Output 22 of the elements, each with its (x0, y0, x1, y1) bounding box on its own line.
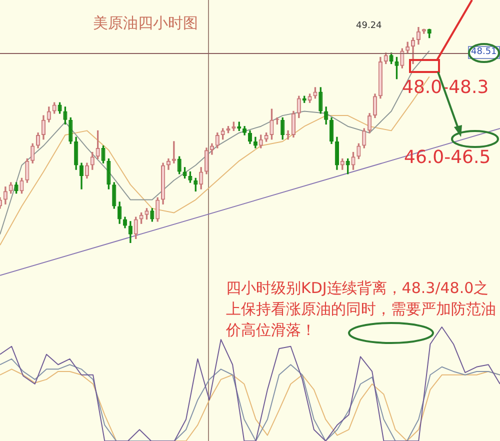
annotation: 48.51 (468, 46, 500, 59)
candlestick (264, 132, 268, 142)
candlestick (308, 94, 312, 103)
annotation: 46.0-46.5 (404, 147, 491, 168)
candlestick (313, 87, 318, 99)
candlestick (63, 106, 68, 125)
annotation: 四小时级别KDJ连续背离，48.3/48.0之上保持看涨原油的同时，需要严加防范油价高位滑落！ (226, 278, 497, 341)
candlestick (144, 208, 149, 220)
candlestick (101, 145, 106, 164)
candlestick (20, 178, 24, 194)
candlestick (389, 52, 394, 64)
candlestick (14, 182, 18, 194)
candlestick (270, 108, 274, 140)
candlestick (106, 158, 111, 190)
chart-title: 美原油四小时图 (93, 14, 198, 33)
candlestick (351, 152, 356, 170)
candlestick (394, 56, 399, 80)
annotation: 49.24 (356, 21, 382, 31)
candlestick (182, 167, 187, 179)
candlestick (356, 143, 361, 160)
candlestick (58, 102, 62, 114)
candlestick (188, 171, 192, 183)
